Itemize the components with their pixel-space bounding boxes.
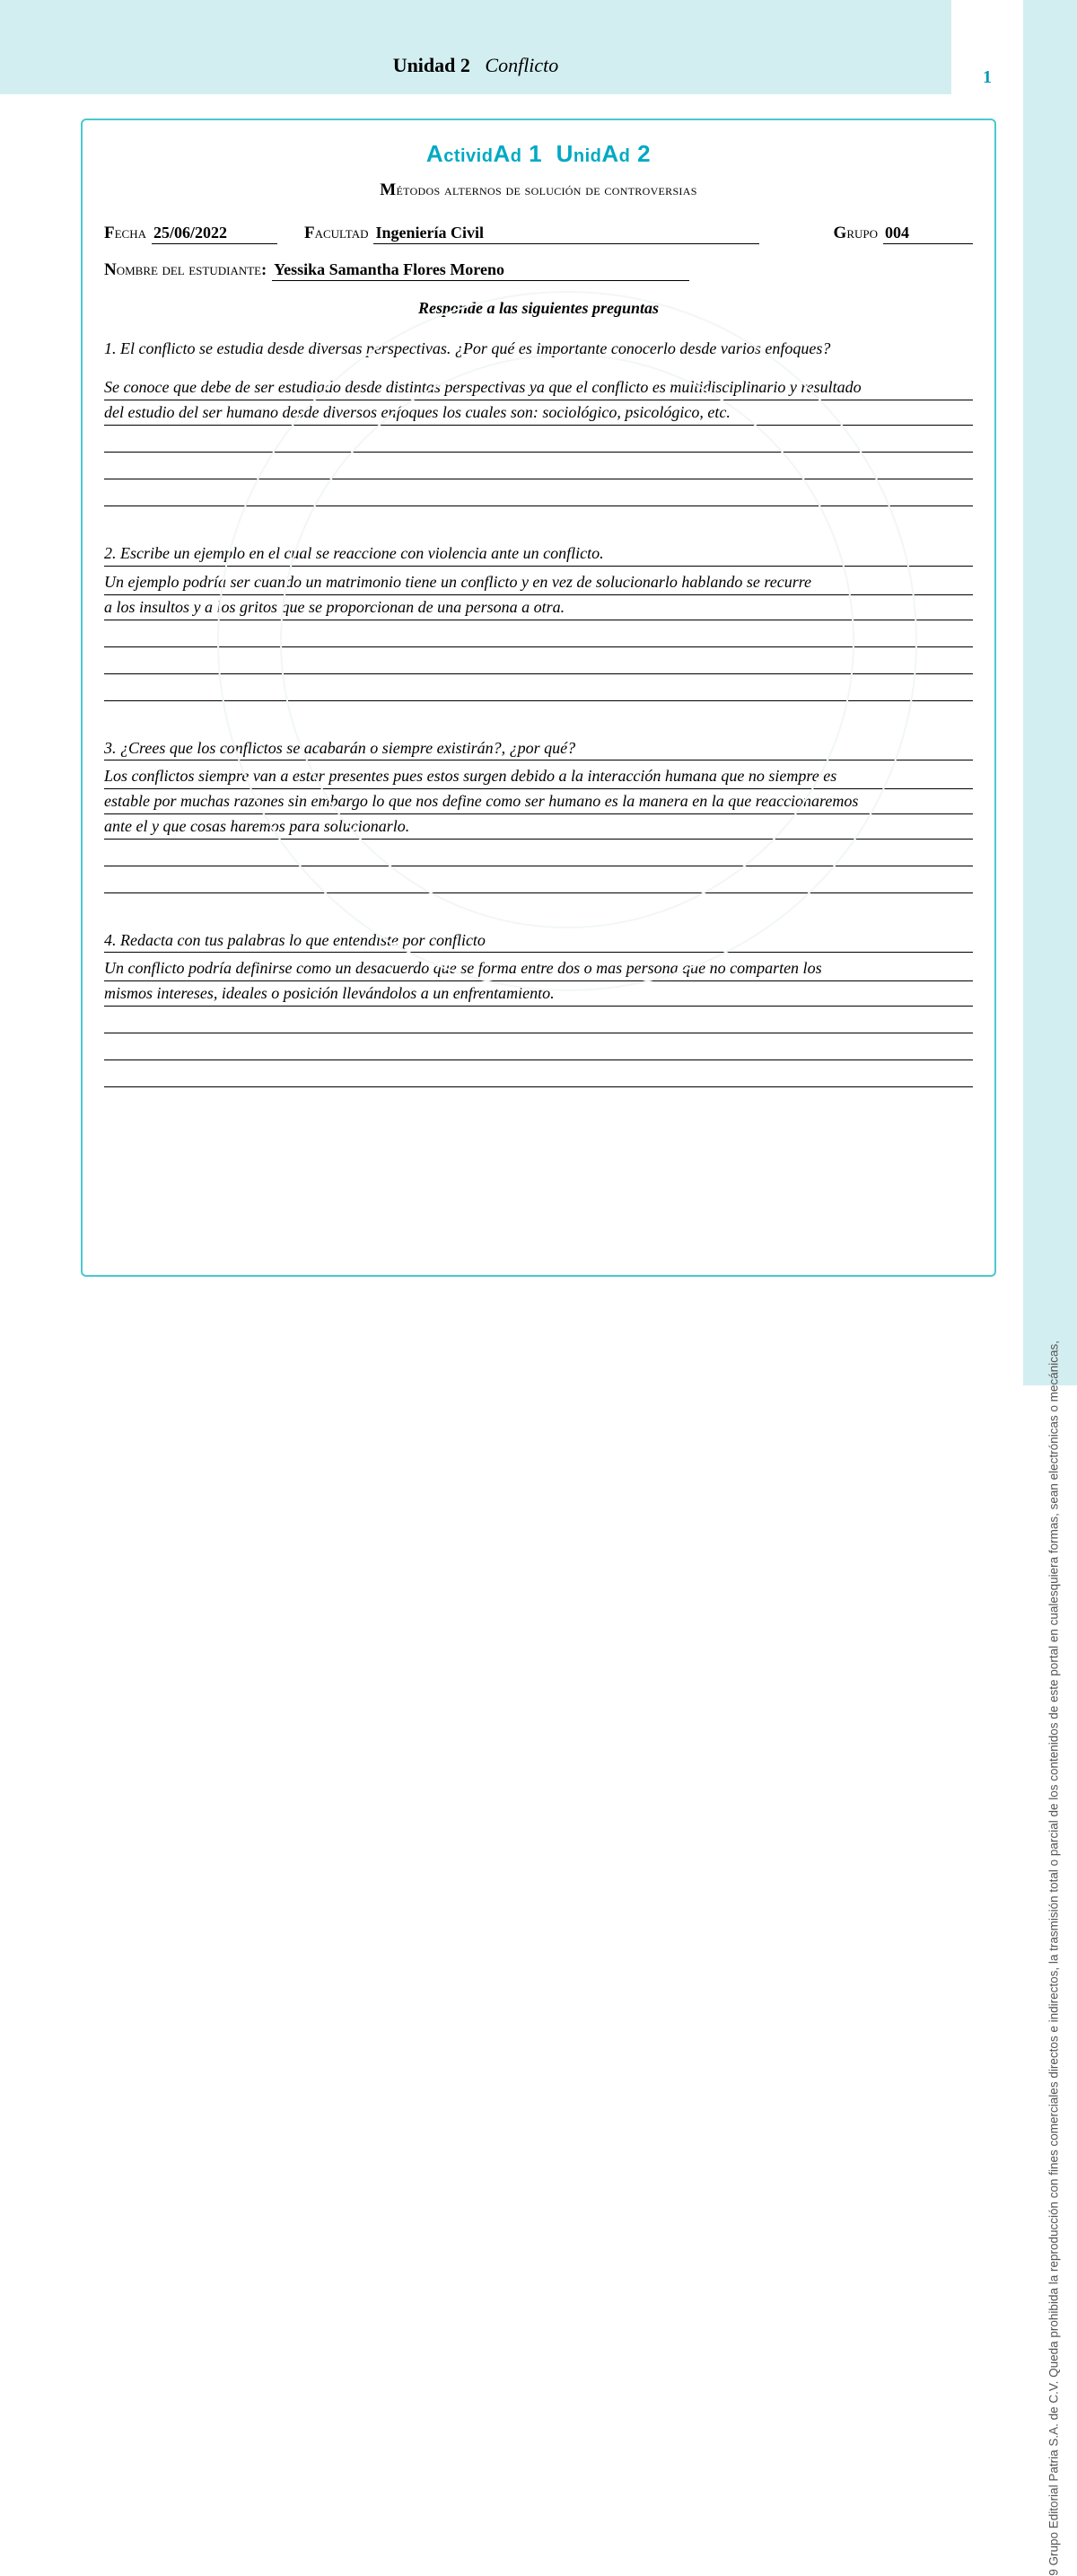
meta-row-1: Fecha 25/06/2022 Facultad Ingeniería Civ… (104, 224, 973, 244)
field-facultad: Facultad Ingeniería Civil (304, 224, 759, 244)
blank-answer-line (104, 453, 973, 479)
nombre-label: Nombre del estudiante: (104, 260, 267, 280)
unit-header: Unidad 2 Conflicto (0, 54, 951, 77)
activity-subtitle: Métodos alternos de solución de controve… (104, 180, 973, 200)
question-text: 3. ¿Crees que los conflictos se acabarán… (104, 737, 973, 760)
blank-answer-line (104, 1007, 973, 1033)
fecha-value: 25/06/2022 (152, 224, 277, 244)
grupo-label: Grupo (834, 224, 878, 243)
blank-answer-line (104, 1060, 973, 1087)
blank-answer-line (104, 620, 973, 647)
field-grupo: Grupo 004 (834, 224, 973, 244)
activity-title: ActividAd 1 UnidAd 2 (104, 140, 973, 168)
question-block-3: 3. ¿Crees que los conflictos se acabarán… (104, 737, 973, 893)
field-fecha: Fecha 25/06/2022 (104, 224, 277, 244)
nombre-value: Yessika Samantha Flores Moreno (272, 260, 689, 281)
unit-label: Unidad 2 (393, 54, 470, 76)
blank-answer-line (104, 1033, 973, 1060)
blank-answer-line (104, 674, 973, 701)
page-number: 1 (983, 67, 992, 88)
instruction-text: Responde a las siguientes preguntas (104, 299, 973, 318)
answer-line-2: mismos intereses, ideales o posición lle… (104, 981, 973, 1007)
meta-row-2: Nombre del estudiante: Yessika Samantha … (104, 260, 973, 281)
field-nombre: Nombre del estudiante: Yessika Samantha … (104, 260, 689, 281)
questions-container: 1. El conflicto se estudia desde diversa… (104, 338, 973, 1087)
facultad-label: Facultad (304, 224, 368, 243)
question-block-1: 1. El conflicto se estudia desde diversa… (104, 338, 973, 506)
answer-line-3: ante el y que cosas haremos para solucio… (104, 814, 973, 840)
fecha-label: Fecha (104, 224, 146, 243)
answer-line-2: a los insultos y a los gritos que se pro… (104, 595, 973, 620)
grupo-value: 004 (883, 224, 973, 244)
blank-answer-line (104, 426, 973, 453)
blank-answer-line (104, 479, 973, 506)
copyright-sidebar: 9 Grupo Editorial Patria S.A. de C.V. Qu… (1047, 1341, 1061, 2576)
answer-line-1: Un ejemplo podría ser cuando un matrimon… (104, 570, 973, 595)
answer-line-1: Se conoce que debe de ser estudiado desd… (104, 363, 973, 400)
question-text: 4. Redacta con tus palabras lo que enten… (104, 929, 973, 953)
activity-card: ActividAd 1 UnidAd 2 Métodos alternos de… (81, 119, 996, 1277)
question-text: 1. El conflicto se estudia desde diversa… (104, 338, 973, 359)
question-text: 2. Escribe un ejemplo en el cual se reac… (104, 542, 973, 566)
top-color-band (0, 0, 951, 94)
blank-answer-line (104, 866, 973, 893)
question-block-2: 2. Escribe un ejemplo en el cual se reac… (104, 542, 973, 700)
blank-answer-line (104, 647, 973, 674)
answer-line-1: Los conflictos siempre van a estar prese… (104, 764, 973, 789)
blank-answer-line (104, 840, 973, 866)
facultad-value: Ingeniería Civil (373, 224, 759, 244)
question-block-4: 4. Redacta con tus palabras lo que enten… (104, 929, 973, 1087)
answer-line-1: Un conflicto podría definirse como un de… (104, 956, 973, 981)
answer-line-2: del estudio del ser humano desde diverso… (104, 400, 973, 426)
unit-topic: Conflicto (485, 54, 558, 76)
answer-line-2: estable por muchas razones sin embargo l… (104, 789, 973, 814)
right-color-strip (1023, 0, 1077, 1385)
